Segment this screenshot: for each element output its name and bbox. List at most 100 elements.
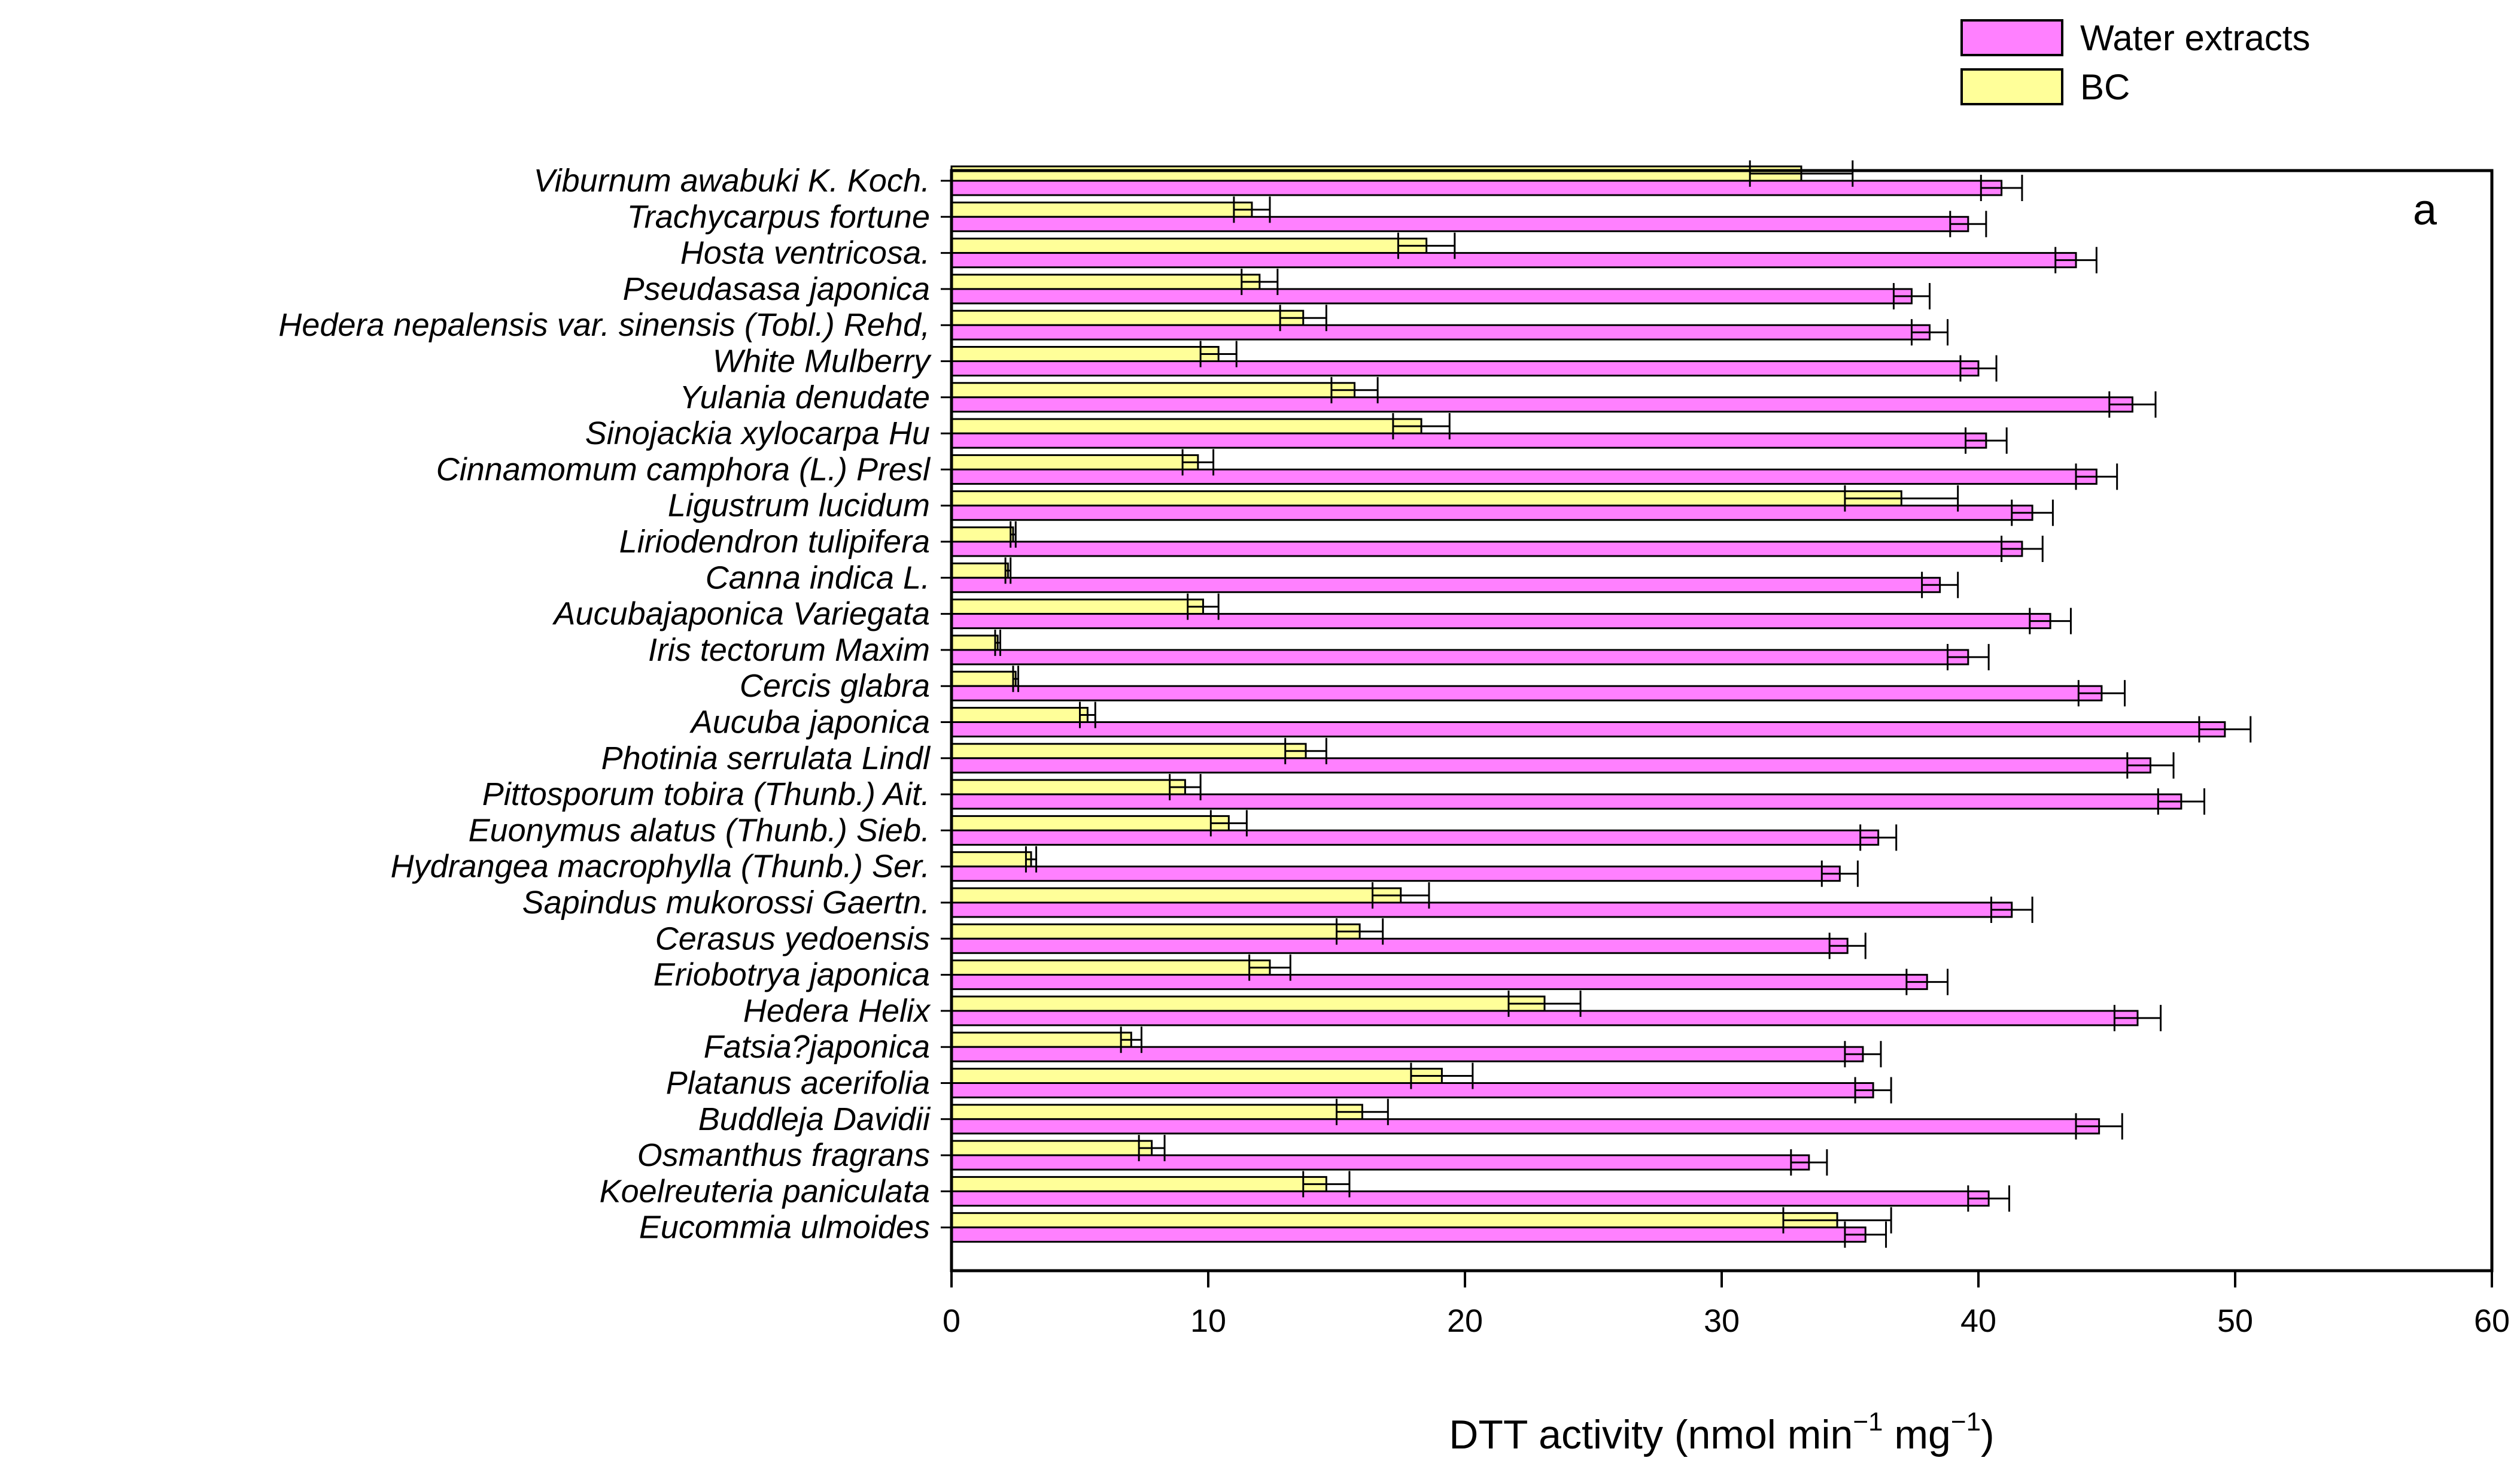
x-axis-title: DTT activity (nmol min−1 mg−1): [1449, 1407, 1994, 1457]
category-label: Buddleja Davidii: [698, 1101, 931, 1137]
x-tick-label: 40: [1960, 1303, 1996, 1339]
bar-bc-15: [950, 707, 1089, 723]
x-axis-title-suffix: ): [1981, 1412, 1995, 1457]
category-label: Ligustrum lucidum: [668, 488, 930, 524]
bar-water-7: [950, 432, 1987, 449]
category-label: Koelreuteria paniculata: [600, 1173, 930, 1209]
bar-water-20: [950, 901, 2013, 918]
bar-water-18: [950, 829, 1880, 846]
bar-bc-22: [950, 959, 1271, 976]
bar-bc-21: [950, 923, 1361, 940]
x-tick-label: 30: [1704, 1303, 1740, 1339]
bar-water-11: [950, 576, 1941, 593]
bar-water-15: [950, 721, 2226, 737]
bar-bc-16: [950, 743, 1307, 760]
category-label: Sinojackia xylocarpa Hu: [585, 415, 930, 451]
bar-water-19: [950, 865, 1841, 882]
x-axis-ticks: 0 10 20 30 40 50 60: [943, 1271, 2510, 1339]
bar-bc-24: [950, 1031, 1132, 1048]
bar-water-27: [950, 1154, 1810, 1171]
category-label: Hedera nepalensis var. sinensis (Tobl.) …: [278, 307, 930, 343]
bar-bc-18: [950, 815, 1230, 831]
category-label: Pseudasasa japonica: [623, 271, 930, 307]
x-tick-label: 10: [1190, 1303, 1226, 1339]
category-label: Photinia serrulata Lindl: [601, 740, 931, 776]
category-label: Eucommia ulmoides: [639, 1210, 930, 1246]
category-label: Hydrangea macrophylla (Thunb.) Ser.: [391, 849, 930, 885]
category-label: Euonymus alatus (Thunb.) Sieb.: [469, 812, 930, 848]
bar-water-22: [950, 974, 1928, 991]
legend-swatch-water-extracts: [1960, 19, 2063, 56]
bar-bc-19: [950, 851, 1032, 868]
category-label: Canna indica L.: [706, 560, 930, 596]
category-label: Osmanthus fragrans: [637, 1137, 930, 1173]
bar-water-17: [950, 793, 2182, 810]
bar-water-0: [950, 180, 2003, 196]
legend-swatch-bc: [1960, 68, 2063, 105]
bar-water-16: [950, 757, 2151, 774]
bar-water-29: [950, 1226, 1867, 1243]
bar-water-1: [950, 215, 1969, 232]
category-label: Cercis glabra: [740, 668, 930, 704]
bar-bc-5: [950, 346, 1220, 362]
category-label: Pittosporum tobira (Thunb.) Ait.: [482, 776, 930, 812]
bar-bc-10: [950, 526, 1014, 543]
bar-bc-2: [950, 238, 1428, 254]
bar-bc-6: [950, 382, 1356, 399]
bar-bc-29: [950, 1212, 1838, 1229]
category-labels: Viburnum awabuki K. Koch.Trachycarpus fo…: [278, 163, 952, 1246]
bar-water-24: [950, 1046, 1864, 1062]
bar-bc-4: [950, 309, 1305, 326]
category-label: Liriodendron tulipifera: [619, 524, 930, 560]
bar-water-26: [950, 1118, 2100, 1135]
bar-bc-9: [950, 490, 1902, 507]
bars-group: [950, 165, 2226, 1243]
x-axis-title-sup1: −1: [1853, 1407, 1883, 1436]
category-label: Yulania denudate: [680, 379, 930, 415]
category-label: Eriobotrya japonica: [653, 957, 930, 993]
bar-bc-13: [950, 634, 999, 651]
legend-label-water-extracts: Water extracts: [2080, 18, 2311, 58]
category-label: Hosta ventricosa.: [680, 235, 930, 271]
bar-bc-26: [950, 1104, 1363, 1120]
bar-water-4: [950, 324, 1931, 341]
x-tick-label: 60: [2474, 1303, 2510, 1339]
bar-bc-0: [950, 165, 1802, 182]
x-axis-title-sup2: −1: [1951, 1407, 1981, 1436]
bar-bc-20: [950, 887, 1402, 904]
category-label: Platanus acerifolia: [666, 1065, 930, 1101]
bar-bc-11: [950, 562, 1009, 579]
category-label: White Mulberry: [713, 344, 932, 379]
x-tick-label: 50: [2217, 1303, 2253, 1339]
category-label: Aucuba japonica: [689, 704, 930, 740]
bar-bc-1: [950, 201, 1253, 218]
bar-water-13: [950, 649, 1969, 666]
category-label: Trachycarpus fortune: [627, 199, 930, 235]
bar-bc-12: [950, 599, 1204, 615]
bar-water-14: [950, 685, 2103, 701]
category-label: Viburnum awabuki K. Koch.: [534, 163, 930, 199]
bar-water-10: [950, 540, 2023, 557]
bar-water-23: [950, 1010, 2139, 1026]
category-label: Iris tectorum Maxim: [648, 632, 930, 668]
bar-water-8: [950, 468, 2098, 485]
panel-label: a: [2413, 186, 2437, 234]
legend-label-bc: BC: [2080, 67, 2130, 107]
bar-bc-14: [950, 670, 1017, 687]
bar-bc-3: [950, 274, 1261, 290]
bar-water-25: [950, 1082, 1874, 1098]
bar-water-5: [950, 360, 1980, 376]
category-label: Aucubajaponica Variegata: [552, 596, 930, 632]
error-bars-group: [994, 160, 2252, 1248]
bar-bc-25: [950, 1068, 1443, 1084]
category-label: Sapindus mukorossi Gaertn.: [522, 885, 930, 921]
category-label: Hedera Helix: [743, 993, 931, 1029]
plot-frame: [950, 169, 2494, 1272]
category-label: Cerasus yedoensis: [655, 921, 930, 956]
category-label: Cinnamomum camphora (L.) Presl: [436, 451, 931, 487]
bar-bc-23: [950, 995, 1546, 1012]
bar-water-6: [950, 396, 2133, 413]
bar-bc-8: [950, 454, 1199, 470]
bar-bc-27: [950, 1140, 1153, 1156]
